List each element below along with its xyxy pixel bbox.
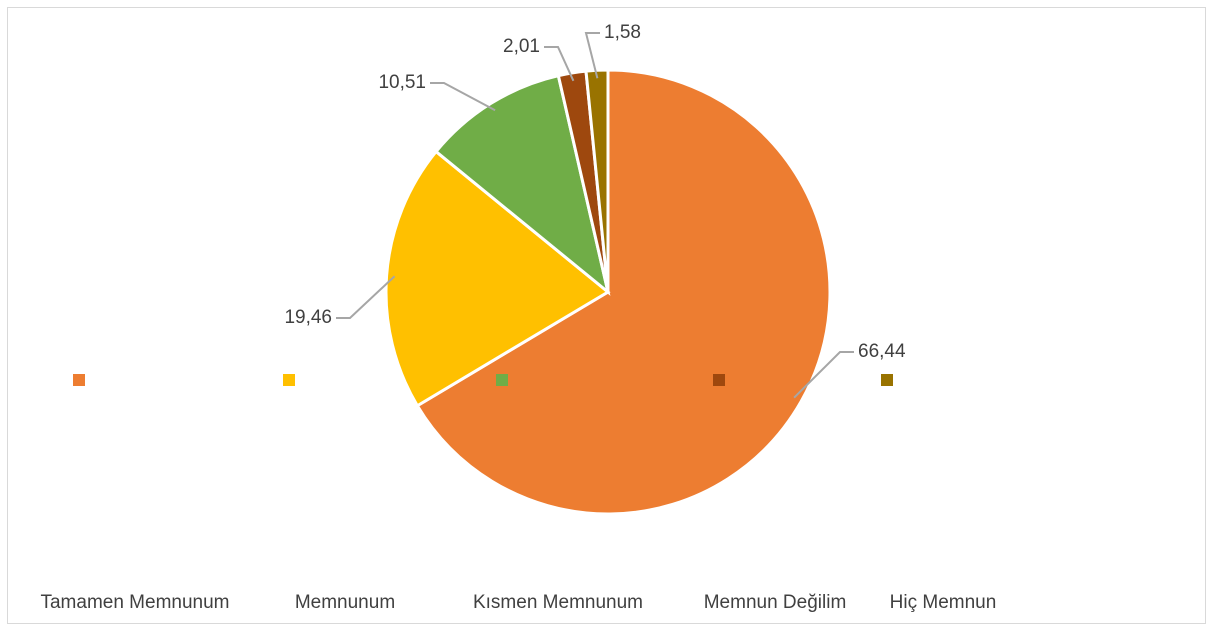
leader-line — [336, 275, 396, 319]
pie-slice — [384, 149, 611, 408]
pie-slice — [415, 68, 832, 516]
leader-line — [544, 46, 575, 82]
legend-label: Memnun Değilim — [704, 592, 847, 613]
pie-slice — [433, 73, 611, 296]
data-label: 66,44 — [858, 341, 906, 362]
legend-label: Kısmen Memnunum — [473, 592, 643, 613]
leader-line — [584, 32, 600, 79]
legend-swatch — [73, 374, 85, 386]
legend-swatch — [881, 374, 893, 386]
legend-label: Hiç Memnun — [890, 592, 997, 613]
data-label: 19,46 — [284, 307, 332, 328]
legend-swatch — [713, 374, 725, 386]
leader-line — [430, 82, 496, 112]
leader-line — [793, 351, 854, 399]
pie-slice — [584, 68, 610, 293]
legend-swatch — [283, 374, 295, 386]
legend-label: Memnunum — [295, 592, 395, 613]
legend-label: Tamamen Memnunum — [40, 592, 229, 613]
data-label: 2,01 — [503, 36, 540, 57]
data-label: 10,51 — [378, 72, 426, 93]
legend-swatch — [496, 374, 508, 386]
data-label: 1,58 — [604, 22, 641, 43]
